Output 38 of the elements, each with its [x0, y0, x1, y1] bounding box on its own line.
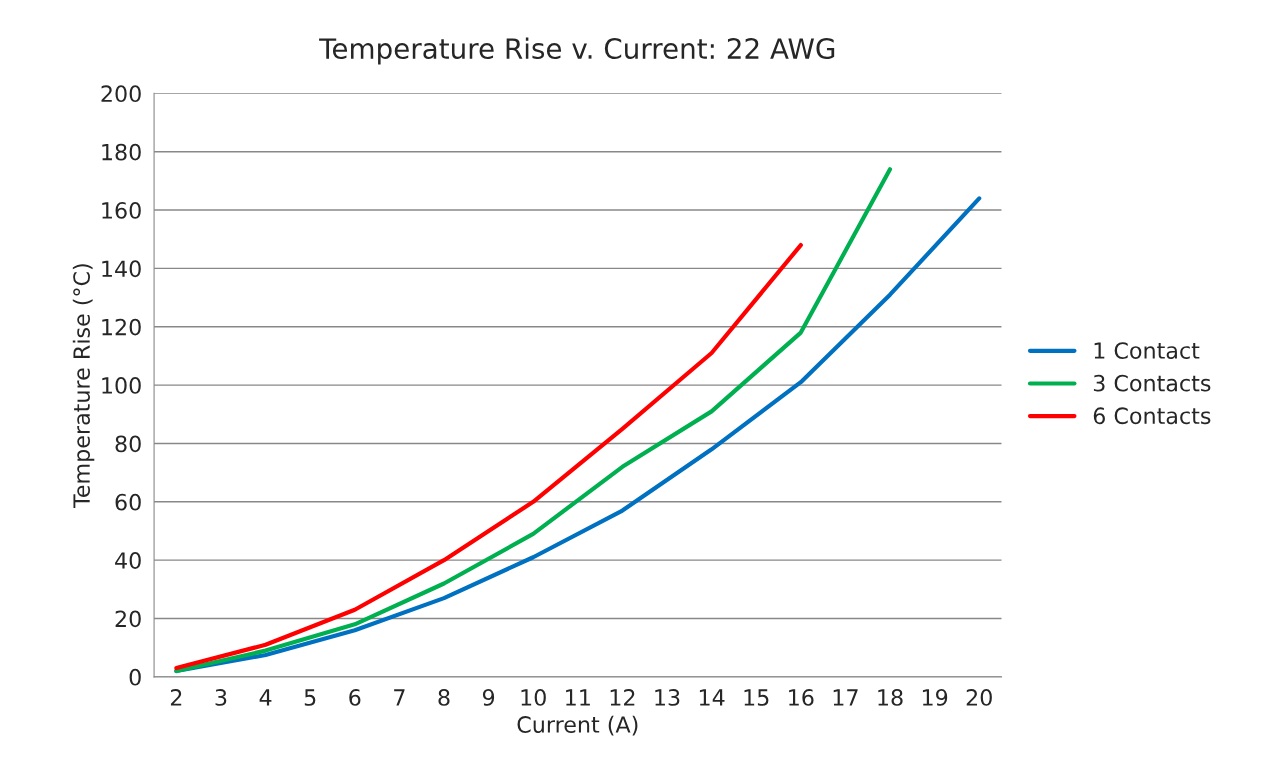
x-tick-label: 2: [170, 689, 182, 706]
x-tick-label: 10: [521, 689, 546, 706]
legend-label: 3 Contacts: [1093, 374, 1211, 392]
x-tick-label: 12: [610, 689, 635, 706]
x-tick-label: 13: [655, 689, 680, 706]
y-tick-label: 60: [115, 493, 141, 511]
x-tick-label: 4: [259, 689, 272, 706]
y-tick-label: 140: [102, 260, 141, 278]
y-axis-title: Temperature Rise (°C): [72, 264, 95, 509]
x-tick-label: 9: [482, 689, 495, 706]
y-tick-label: 180: [102, 143, 141, 161]
y-tick-label: 120: [102, 318, 141, 336]
x-tick-label: 7: [394, 689, 405, 706]
y-tick-label: 0: [129, 668, 141, 686]
line-series: [174, 167, 893, 674]
x-tick-label: 19: [922, 689, 948, 706]
x-axis-title: Current (A): [517, 715, 638, 736]
x-tick-label: 18: [878, 689, 903, 706]
chart-title: Temperature Rise v. Current: 22 AWG: [319, 37, 835, 65]
x-tick-label: 6: [349, 689, 361, 706]
y-tick-label: 20: [115, 610, 141, 628]
x-tick-label: 8: [438, 689, 450, 706]
y-tick-label: 80: [115, 435, 141, 453]
legend-label: 1 Contact: [1094, 342, 1200, 359]
x-tick-label: 14: [699, 689, 725, 706]
x-tick-label: 17: [833, 689, 858, 706]
y-tick-label: 160: [102, 202, 141, 219]
y-tick-label: 200: [101, 85, 141, 103]
y-tick-label: 100: [102, 377, 141, 394]
x-tick-label: 20: [966, 689, 992, 706]
x-tick-label: 16: [789, 689, 814, 706]
y-tick-label: 40: [115, 552, 141, 569]
x-tick-label: 5: [304, 689, 316, 706]
x-tick-label: 11: [566, 689, 590, 706]
line-series: [174, 242, 803, 671]
x-tick-label: 3: [215, 689, 227, 706]
x-tick-label: 15: [744, 689, 769, 706]
legend-label: 6 Contacts: [1093, 407, 1211, 425]
